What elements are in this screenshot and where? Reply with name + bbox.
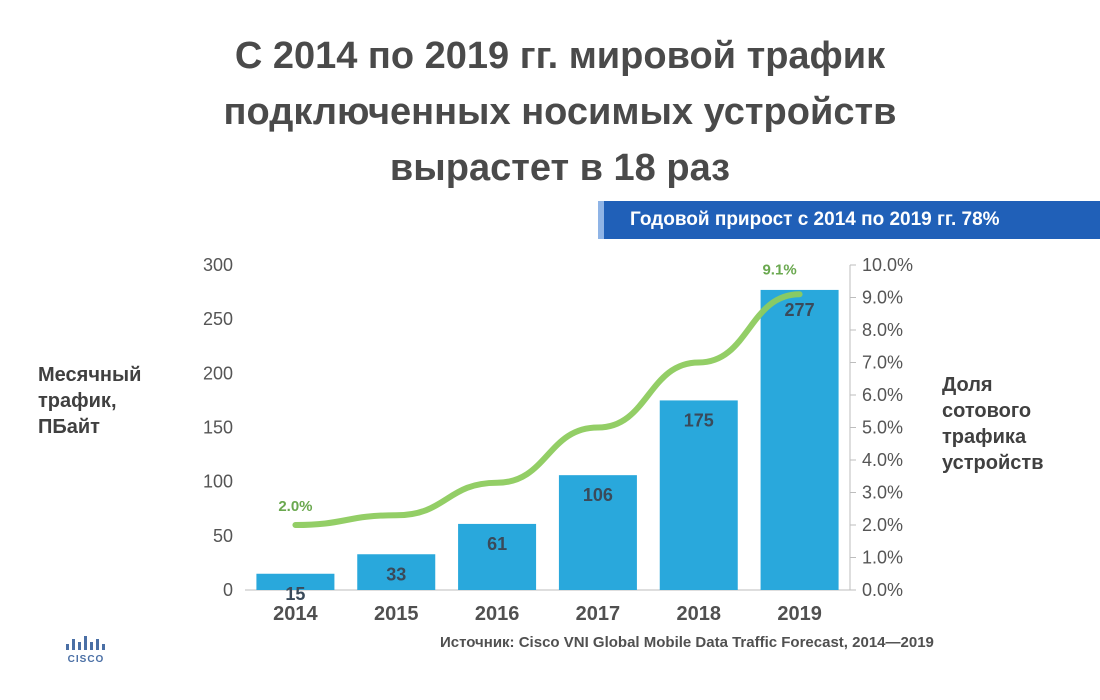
bar xyxy=(357,554,436,590)
bar-data-label: 33 xyxy=(386,564,406,584)
title-line-3: вырастет в 18 раз xyxy=(389,147,731,189)
right-axis-label-line-4: устройств xyxy=(942,452,1044,474)
right-tick-label: 2.0% xyxy=(862,515,903,535)
bar xyxy=(760,289,839,590)
left-tick-label: 150 xyxy=(203,418,233,438)
right-axis-label-line-2: сотового xyxy=(942,400,1032,422)
bar-data-label: 61 xyxy=(487,534,507,554)
right-tick-label: 4.0% xyxy=(862,450,903,470)
x-tick-label: 2014 xyxy=(273,603,318,625)
bar xyxy=(256,573,335,590)
left-axis-label: Месячный трафик, ПБайт xyxy=(38,362,141,440)
right-tick-label: 0.0% xyxy=(862,580,903,600)
line-label-last: 9.1% xyxy=(762,261,796,278)
bar-data-label: 106 xyxy=(583,485,613,505)
right-tick-label: 10.0% xyxy=(862,255,913,275)
bar xyxy=(458,523,537,590)
x-tick-label: 2016 xyxy=(475,603,520,625)
share-line xyxy=(292,291,803,528)
growth-banner: Годовой прирост с 2014 по 2019 гг. 78% xyxy=(598,201,1100,239)
left-axis-label-line-2: трафик, xyxy=(38,390,117,412)
right-tick-label: 9.0% xyxy=(862,288,903,308)
right-tick-label: 1.0% xyxy=(862,548,903,568)
right-tick-label: 5.0% xyxy=(862,418,903,438)
right-tick-label: 7.0% xyxy=(862,353,903,373)
x-tick-label: 2017 xyxy=(576,603,621,625)
right-tick-label: 6.0% xyxy=(862,385,903,405)
right-axis-label: Доля сотового трафика устройств xyxy=(942,372,1043,476)
source-note: Источник: Cisco VNI Global Mobile Data T… xyxy=(440,634,934,651)
cisco-logo: CISCO xyxy=(62,634,110,670)
right-axis-label-line-1: Доля xyxy=(942,374,993,396)
left-tick-label: 50 xyxy=(213,526,233,546)
left-tick-label: 100 xyxy=(203,472,233,492)
title-line-1: С 2014 по 2019 гг. мировой трафик xyxy=(234,35,886,77)
right-tick-label: 3.0% xyxy=(862,483,903,503)
bar-data-label: 15 xyxy=(285,584,305,604)
x-tick-label: 2019 xyxy=(777,603,822,625)
bar xyxy=(558,475,637,590)
title-line-2: подключенных носимых устройств xyxy=(223,91,897,133)
x-tick-label: 2015 xyxy=(374,603,419,625)
left-axis-label-line-1: Месячный xyxy=(38,364,142,386)
page-title: С 2014 по 2019 гг. мировой трафик подклю… xyxy=(60,28,1060,196)
right-tick-label: 8.0% xyxy=(862,320,903,340)
cisco-logo-text: CISCO xyxy=(67,654,105,665)
left-axis-label-line-3: ПБайт xyxy=(38,416,100,438)
x-tick-label: 2018 xyxy=(677,603,722,625)
left-tick-label: 200 xyxy=(203,363,233,383)
cisco-logo-bars-icon xyxy=(66,636,105,650)
right-axis-label-line-3: трафика xyxy=(942,426,1027,448)
bar-data-label: 277 xyxy=(785,300,815,320)
bar-data-label: 175 xyxy=(684,410,714,430)
bar xyxy=(659,400,738,590)
left-tick-label: 250 xyxy=(203,309,233,329)
left-tick-label: 0 xyxy=(223,580,233,600)
left-tick-label: 300 xyxy=(203,255,233,275)
line-label-first: 2.0% xyxy=(278,498,312,515)
